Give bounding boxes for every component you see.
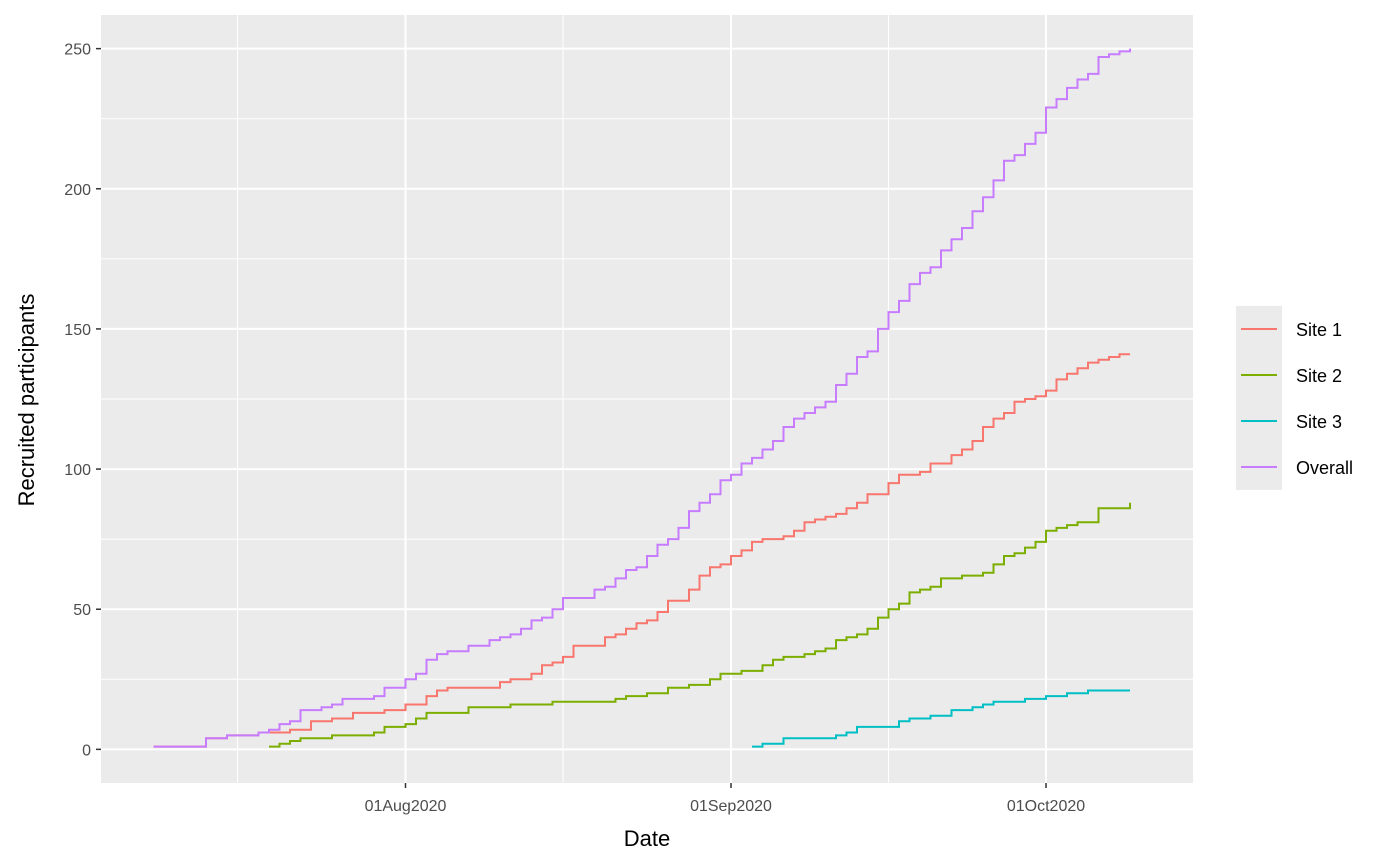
series-lines	[153, 48, 1131, 748]
y-tick-label: 50	[73, 602, 91, 619]
series-line-site-3	[752, 689, 1130, 748]
y-tick-label: 0	[82, 742, 91, 759]
legend-label: Overall	[1296, 458, 1353, 478]
x-axis-title: Date	[624, 826, 670, 851]
y-tick-label: 100	[64, 462, 91, 479]
legend: Site 1 Site 2 Site 3 Overall	[1236, 306, 1353, 490]
y-tick-label: 200	[64, 182, 91, 199]
legend-key-background	[1236, 306, 1282, 490]
legend-label: Site 1	[1296, 320, 1342, 340]
y-tick-label: 250	[64, 42, 91, 59]
series-line-site-1	[153, 353, 1130, 748]
legend-label: Site 3	[1296, 412, 1342, 432]
y-tick-label: 150	[64, 322, 91, 339]
grid-lines	[101, 15, 1193, 783]
y-axis-title: Recruited participants	[14, 294, 39, 507]
axes: 0 50 100 150 200 250 01Aug2020 01Sep2020 01Oct20…	[64, 42, 1085, 815]
x-tick-label: 01Sep2020	[690, 798, 772, 815]
legend-label: Site 2	[1296, 366, 1342, 386]
x-tick-label: 01Oct2020	[1007, 798, 1085, 815]
series-line-site-2	[269, 502, 1131, 748]
series-line-overall	[153, 48, 1131, 748]
x-tick-label: 01Aug2020	[365, 798, 447, 815]
